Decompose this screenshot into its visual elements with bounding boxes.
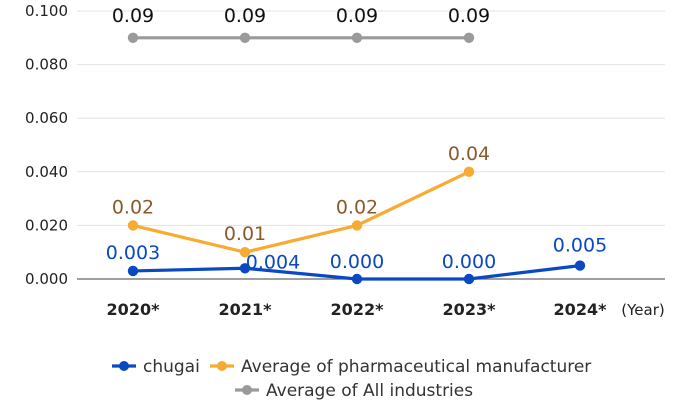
data-label: 0.02 bbox=[112, 196, 154, 218]
data-label: 0.000 bbox=[330, 251, 384, 273]
gridlines bbox=[77, 10, 665, 280]
data-label: 0.01 bbox=[224, 223, 266, 245]
legend: chugai Average of pharmaceutical manufact… bbox=[112, 357, 591, 401]
data-point bbox=[351, 220, 363, 231]
legend-label: chugai bbox=[143, 357, 200, 377]
y-tick-label: 0.080 bbox=[25, 56, 68, 74]
legend-swatch-marker bbox=[242, 385, 252, 395]
x-axis: (Year) 2020* 2021* 2022* 2023* 2024* bbox=[107, 300, 665, 319]
legend-label: Average of pharmaceutical manufacturer bbox=[241, 357, 591, 377]
legend-label: Average of All industries bbox=[266, 381, 473, 401]
data-point bbox=[574, 260, 586, 271]
series-layer: 0.09 0.09 0.09 0.09 0.02 0.01 0.02 0.04 0.003 0.0… bbox=[106, 5, 607, 285]
data-point bbox=[463, 32, 475, 43]
y-tick-label: 0.100 bbox=[25, 2, 68, 20]
data-point bbox=[239, 247, 251, 258]
x-tick-label: 2024* bbox=[554, 300, 608, 319]
x-tick-label: 2020* bbox=[107, 300, 161, 319]
data-label: 0.04 bbox=[448, 143, 490, 165]
data-point bbox=[463, 166, 475, 177]
x-tick-label: 2022* bbox=[331, 300, 385, 319]
y-tick-label: 0.040 bbox=[25, 163, 68, 181]
data-label: 0.005 bbox=[553, 235, 607, 257]
data-label: 0.09 bbox=[112, 5, 154, 27]
series-line bbox=[131, 170, 471, 254]
data-label: 0.09 bbox=[336, 5, 378, 27]
x-tick-label: 2023* bbox=[443, 300, 497, 319]
data-point bbox=[239, 263, 251, 274]
data-label: 0.000 bbox=[442, 251, 496, 273]
y-axis: 0.000 0.020 0.040 0.060 0.080 0.100 bbox=[25, 2, 68, 288]
data-point bbox=[127, 265, 139, 277]
x-unit-label: (Year) bbox=[621, 301, 664, 319]
data-point bbox=[351, 273, 363, 285]
data-label: 0.004 bbox=[246, 251, 300, 273]
x-tick-label: 2021* bbox=[219, 300, 273, 319]
legend-swatch-marker bbox=[217, 361, 227, 371]
data-point bbox=[239, 32, 251, 43]
data-point bbox=[463, 273, 475, 285]
data-label: 0.09 bbox=[448, 5, 490, 27]
y-tick-label: 0.000 bbox=[25, 270, 68, 288]
legend-swatch-marker bbox=[119, 361, 129, 371]
data-point bbox=[127, 32, 139, 43]
data-point bbox=[351, 32, 363, 43]
data-point bbox=[127, 220, 139, 231]
data-label: 0.02 bbox=[336, 196, 378, 218]
y-tick-label: 0.060 bbox=[25, 109, 68, 127]
data-label: 0.003 bbox=[106, 242, 160, 264]
y-tick-label: 0.020 bbox=[25, 216, 68, 234]
data-label: 0.09 bbox=[224, 5, 266, 27]
